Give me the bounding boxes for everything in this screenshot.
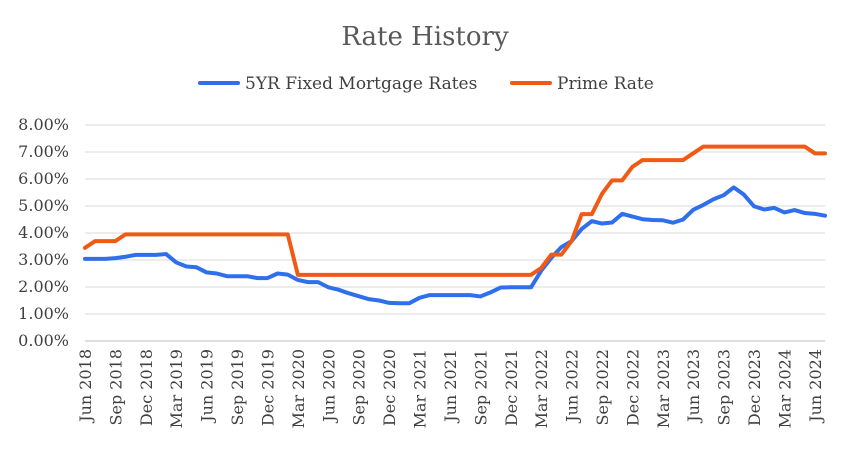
x-tick-label: Dec 2020 (380, 349, 399, 426)
x-tick-label: Jun 2020 (319, 349, 338, 424)
y-axis: 0.00% 1.00% 2.00% 3.00% 4.00% 5.00% 6.00% 7.00%… (18, 115, 69, 350)
x-tick-label: Sep 2022 (593, 349, 612, 425)
x-tick-label: Sep 2021 (471, 349, 490, 425)
x-tick-label: Sep 2020 (350, 349, 369, 425)
legend-label: 5YR Fixed Mortgage Rates (245, 74, 477, 94)
y-tick-label: 3.00% (18, 250, 69, 269)
y-tick-label: 5.00% (18, 196, 69, 215)
x-tick-label: Mar 2022 (532, 349, 551, 428)
y-tick-label: 8.00% (18, 115, 69, 134)
y-tick-label: 6.00% (18, 169, 69, 188)
legend-label: Prime Rate (557, 74, 654, 94)
x-axis: Jun 2018 Sep 2018 Dec 2018 Mar 2019 Jun 2019… (76, 349, 825, 428)
x-tick-label: Dec 2022 (623, 349, 642, 426)
x-tick-label: Jun 2018 (76, 349, 95, 424)
x-tick-label: Mar 2020 (289, 349, 308, 428)
x-tick-label: Jun 2023 (684, 349, 703, 424)
x-tick-label: Sep 2023 (715, 349, 734, 425)
x-tick-label: Mar 2024 (775, 349, 794, 428)
x-tick-label: Mar 2021 (411, 349, 430, 428)
x-tick-label: Mar 2023 (654, 349, 673, 428)
x-tick-label: Jun 2021 (441, 349, 460, 424)
series-lines (83, 144, 827, 306)
x-tick-label: Dec 2021 (502, 349, 521, 426)
x-tick-label: Jun 2024 (806, 349, 825, 424)
x-tick-label: Dec 2018 (137, 349, 156, 426)
series-line-prime-rate (83, 144, 827, 277)
y-tick-label: 4.00% (18, 223, 69, 242)
y-tick-label: 0.00% (18, 331, 69, 350)
series-line-5yr-fixed-mortgage (83, 185, 827, 306)
x-tick-label: Dec 2019 (258, 349, 277, 426)
y-tick-label: 1.00% (18, 304, 69, 323)
x-tick-label: Jun 2022 (563, 349, 582, 424)
chart-title: Rate History (341, 22, 509, 52)
legend: 5YR Fixed Mortgage Rates Prime Rate (198, 74, 654, 94)
x-tick-label: Jun 2019 (198, 349, 217, 424)
x-tick-label: Sep 2018 (106, 349, 125, 425)
x-tick-label: Sep 2019 (228, 349, 247, 425)
x-tick-label: Mar 2019 (167, 349, 186, 428)
y-tick-label: 7.00% (18, 142, 69, 161)
x-tick-label: Dec 2023 (745, 349, 764, 426)
y-tick-label: 2.00% (18, 277, 69, 296)
